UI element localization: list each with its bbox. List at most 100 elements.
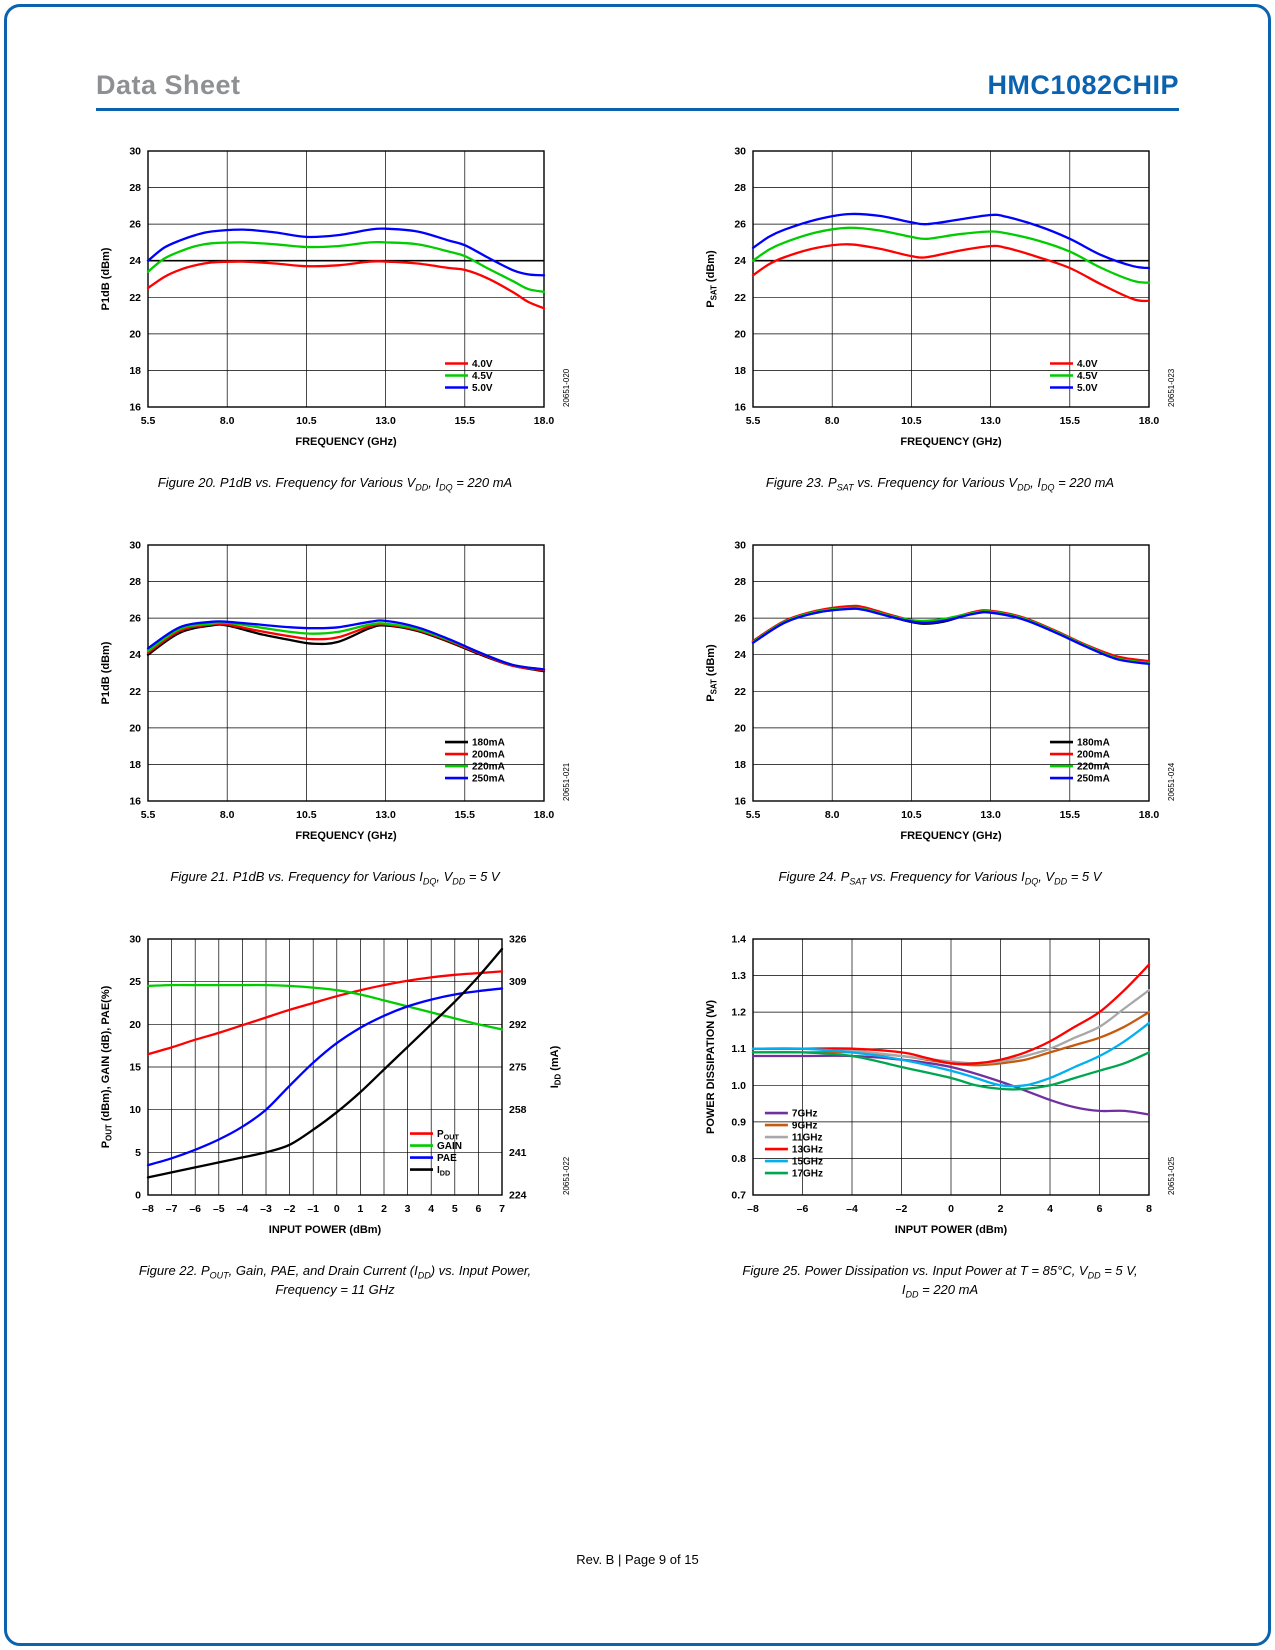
y-tick-label: 20 — [734, 722, 746, 734]
plot-frame — [752, 150, 1150, 408]
x-tick-label: 7 — [499, 1203, 505, 1215]
y-tick-label: 22 — [129, 292, 141, 304]
figure-22-series-POUT — [146, 970, 504, 1056]
x-tick-label: –6 — [189, 1203, 201, 1215]
page-header: Data Sheet HMC1082CHIP — [96, 70, 1179, 111]
caption-line: Frequency = 11 GHz — [275, 1282, 395, 1298]
y-tick-label: 28 — [129, 182, 141, 194]
y-tick-label: 1.1 — [731, 1043, 746, 1055]
figure-25-series-11GHz — [751, 989, 1151, 1065]
y-tick-label: 18 — [129, 365, 141, 377]
x-tick-label: 8 — [1146, 1203, 1152, 1215]
y-tick-label: 24 — [129, 255, 141, 267]
figure-24-series-250mA — [751, 607, 1151, 666]
y-tick-label: 16 — [129, 402, 141, 414]
legend-label: 4.5V — [1077, 371, 1098, 382]
figure-25-series-13GHz — [751, 963, 1151, 1066]
figure-23-series-45V — [751, 226, 1151, 284]
x-tick-label: –4 — [237, 1203, 249, 1215]
y-tick-label: 0.7 — [731, 1190, 746, 1202]
y-tick-label: 0.9 — [731, 1116, 746, 1128]
y-axis-title: POUT (dBm), GAIN (dB), PAE(%) — [100, 985, 114, 1148]
legend-label: 250mA — [1077, 774, 1110, 785]
x-tick-label: 15.5 — [455, 809, 476, 821]
y-tick-label: 24 — [129, 649, 141, 661]
y-tick-label: 30 — [129, 934, 141, 946]
y-tick-label: 18 — [734, 365, 746, 377]
y-tick-label: 24 — [734, 649, 746, 661]
y-tick-label: 20 — [129, 1019, 141, 1031]
x-tick-label: 13.0 — [375, 415, 396, 427]
y-tick-label: 1.4 — [731, 934, 746, 946]
figure-25-block: –8 –6 –4 –2 0 2 4 6 8 0.7 0.8 0.9 1.0 1.1 1.2 1.3 1.4 INP… — [701, 925, 1179, 1302]
y-tick-label: 22 — [129, 686, 141, 698]
figure-code: 20651-020 — [562, 368, 571, 407]
x-tick-label: 18.0 — [534, 415, 555, 427]
x-tick-label: –4 — [846, 1203, 858, 1215]
x-tick-label: 18.0 — [1139, 415, 1160, 427]
x-tick-label: 10.5 — [901, 415, 922, 427]
x-axis-title: FREQUENCY (GHz) — [295, 830, 397, 842]
figure-22-series-IDD — [146, 947, 504, 1179]
figure-20-series-45V — [146, 240, 546, 293]
x-tick-label: –8 — [142, 1203, 154, 1215]
figure-25-series-7GHz — [751, 1054, 1151, 1116]
figure-21-series-220mA — [146, 621, 546, 671]
figure-code: 20651-022 — [562, 1156, 571, 1195]
y-tick-label: 25 — [129, 976, 141, 988]
x-tick-label: 6 — [1097, 1203, 1103, 1215]
x-axis-title: INPUT POWER (dBm) — [895, 1224, 1008, 1236]
x-tick-label: –2 — [896, 1203, 908, 1215]
y-axis-title: P1dB (dBm) — [100, 247, 112, 310]
legend-label: 180mA — [1077, 738, 1110, 749]
figure-24-plot: 5.5 8.0 10.5 13.0 15.5 18.0 16 18 20 22 24 26 28 30 FR… — [705, 540, 1176, 843]
y-tick-label: 5 — [135, 1147, 141, 1159]
x-tick-label: 8.0 — [220, 809, 235, 821]
y-tick-label: 28 — [734, 576, 746, 588]
y-tick-label: 20 — [129, 328, 141, 340]
y-tick-label: 26 — [129, 219, 141, 231]
x-tick-label: 2 — [381, 1203, 387, 1215]
x-tick-label: 15.5 — [455, 415, 476, 427]
x-tick-label: 13.0 — [980, 809, 1001, 821]
x-tick-label: 15.5 — [1060, 415, 1081, 427]
y-tick-label: 26 — [129, 613, 141, 625]
x-tick-label: 10.5 — [296, 809, 317, 821]
y-tick-label: 0 — [135, 1190, 141, 1202]
right-tick-label: 309 — [509, 976, 527, 988]
y-tick-label: 16 — [129, 796, 141, 808]
y-axis-title: P1dB (dBm) — [100, 641, 112, 704]
x-tick-label: 4 — [428, 1203, 434, 1215]
figure-24-caption: Figure 24. PSAT vs. Frequency for Variou… — [779, 869, 1102, 905]
legend-label: 11GHz — [792, 1133, 823, 1144]
caption-line: Figure 21. P1dB vs. Frequency for Variou… — [170, 869, 500, 887]
x-tick-label: 5.5 — [746, 809, 761, 821]
x-tick-label: 1 — [357, 1203, 363, 1215]
figure-21-caption: Figure 21. P1dB vs. Frequency for Variou… — [170, 869, 499, 905]
figure-21-block: 5.5 8.0 10.5 13.0 15.5 18.0 16 18 20 22 24 26 28 30 FR… — [96, 531, 574, 905]
right-tick-label: 292 — [509, 1019, 527, 1031]
legend-label: 4.5V — [472, 371, 493, 382]
y-tick-label: 20 — [734, 328, 746, 340]
x-tick-label: 5.5 — [141, 809, 156, 821]
x-tick-label: 3 — [405, 1203, 411, 1215]
figure-24-series-180mA — [751, 605, 1151, 664]
legend-label: 220mA — [1077, 762, 1110, 773]
figure-25-series-15GHz — [751, 1021, 1151, 1088]
figure-25-series-17GHz — [751, 1050, 1151, 1091]
legend-label: 17GHz — [792, 1169, 823, 1180]
x-tick-label: –3 — [260, 1203, 272, 1215]
figures-grid: 5.5 8.0 10.5 13.0 15.5 18.0 16 18 20 22 24 26 28 30 FR… — [96, 137, 1179, 1302]
x-tick-label: 10.5 — [901, 809, 922, 821]
x-tick-label: 8.0 — [825, 415, 840, 427]
y-axis-title: PSAT (dBm) — [705, 644, 719, 702]
y-tick-label: 15 — [129, 1062, 141, 1074]
y-tick-label: 22 — [734, 292, 746, 304]
legend-label: 200mA — [472, 750, 505, 761]
right-tick-label: 258 — [509, 1104, 527, 1116]
y-axis-title: PSAT (dBm) — [705, 250, 719, 308]
y-tick-label: 22 — [734, 686, 746, 698]
figure-21-chart: 5.5 8.0 10.5 13.0 15.5 18.0 16 18 20 22 24 26 28 30 FR… — [100, 540, 571, 843]
figure-22-block: –8 –7 –6 –5 –4 –3 –2 –1 0 1 2 3 4 5 6 7 0 5 10 15 20 25 30 224 2… — [96, 925, 574, 1302]
right-tick-label: 275 — [509, 1062, 527, 1074]
